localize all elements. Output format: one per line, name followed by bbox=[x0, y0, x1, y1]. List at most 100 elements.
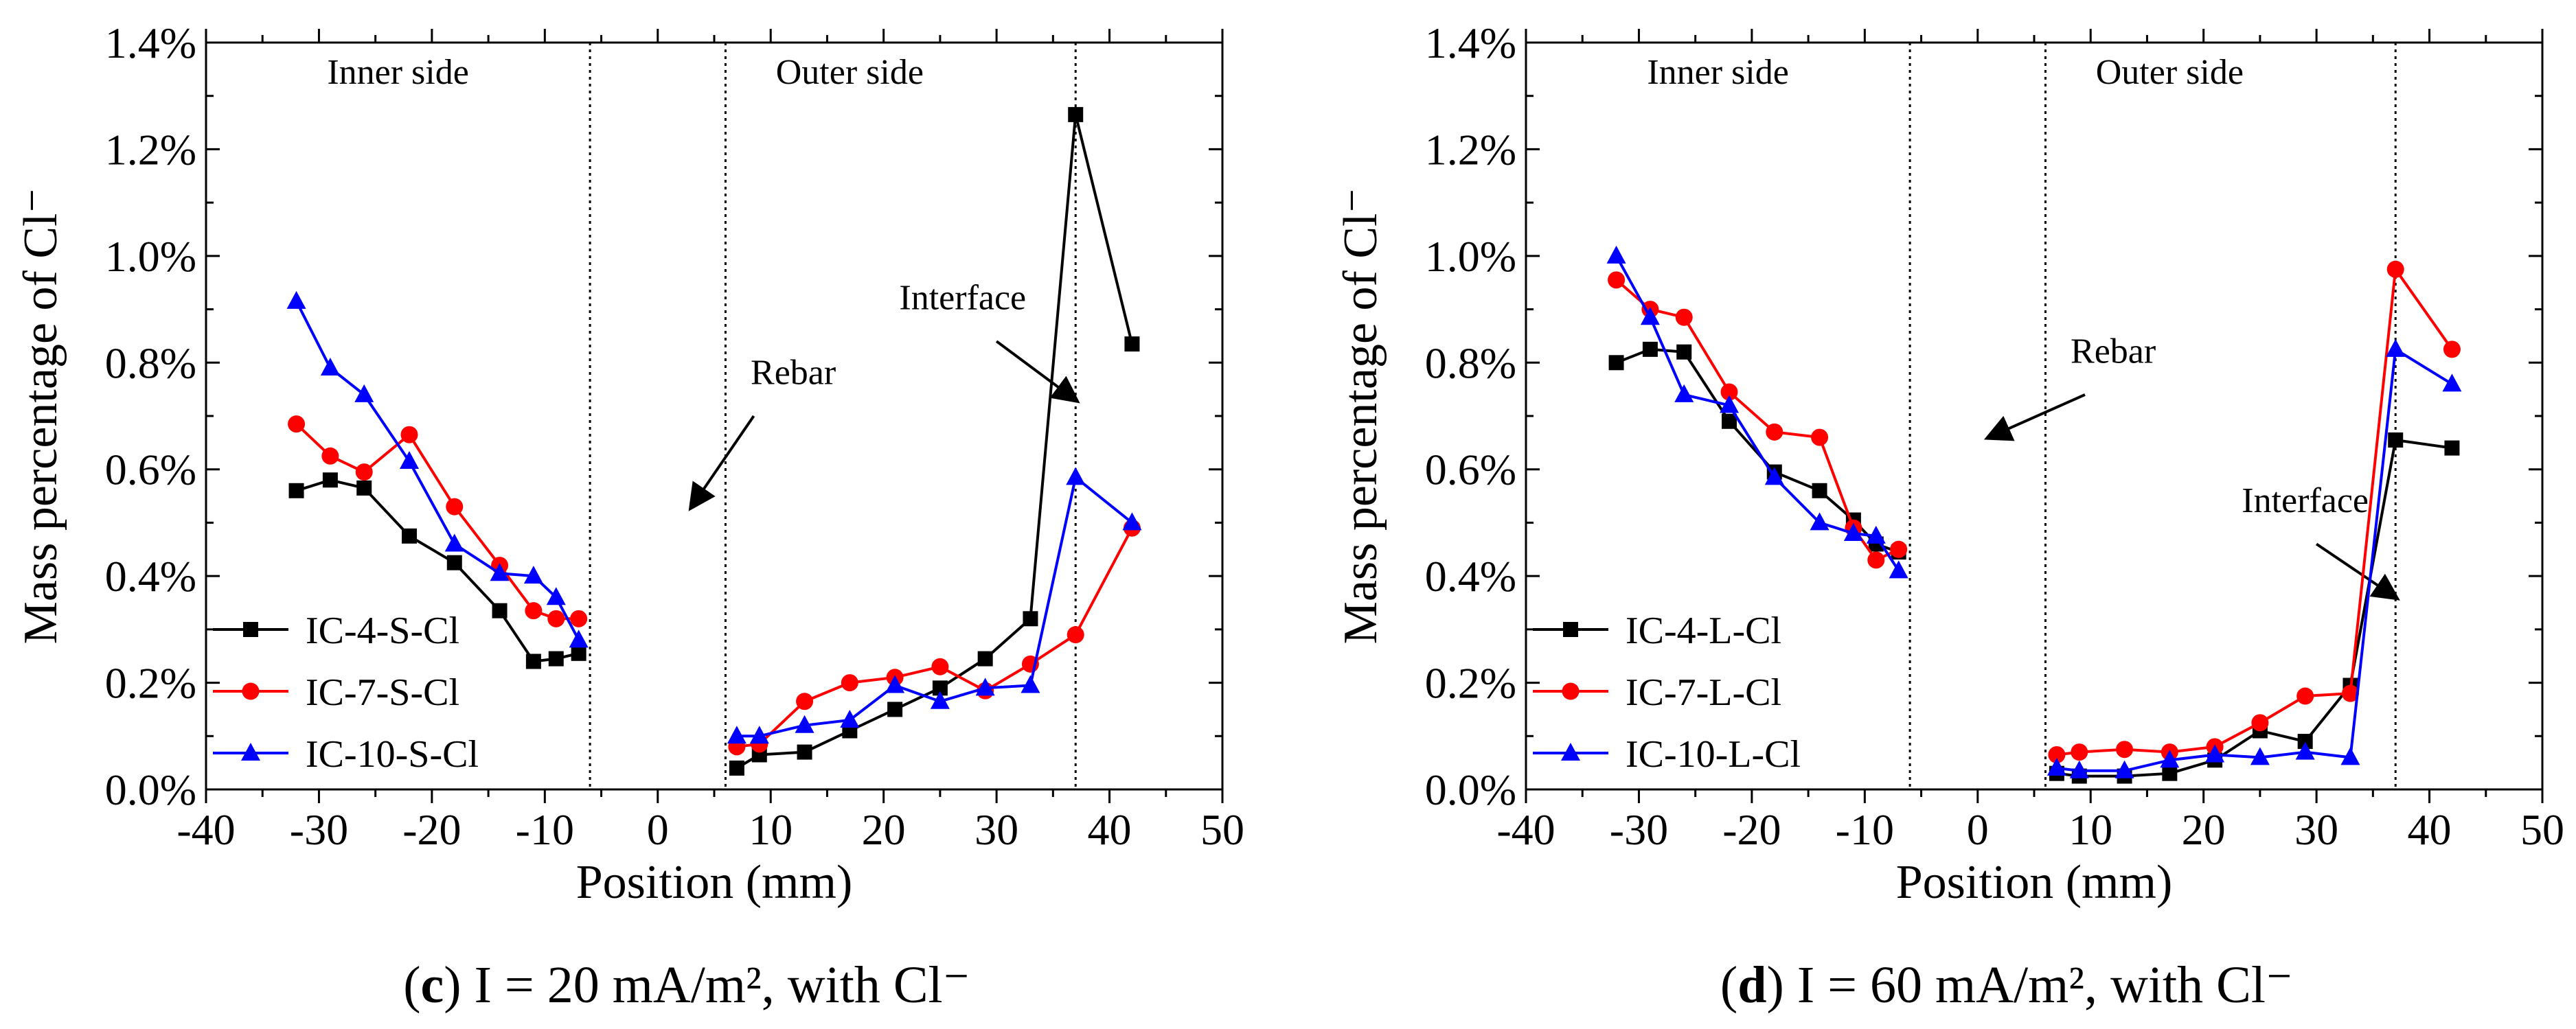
legend-marker bbox=[241, 743, 260, 761]
data-point bbox=[2115, 760, 2134, 778]
x-tick-label: 50 bbox=[1200, 805, 1244, 854]
data-point bbox=[1021, 675, 1040, 693]
legend-marker bbox=[1561, 743, 1580, 761]
data-point bbox=[1867, 551, 1885, 569]
data-point bbox=[1675, 308, 1693, 326]
x-tick-label: -30 bbox=[290, 805, 348, 854]
data-point bbox=[2160, 750, 2180, 768]
data-point bbox=[2442, 373, 2462, 392]
annotation-label: Rebar bbox=[2071, 332, 2156, 371]
data-point bbox=[1843, 522, 1863, 541]
data-point bbox=[975, 678, 995, 696]
caption-paren: ( bbox=[1720, 956, 1737, 1014]
region-label: Inner side bbox=[327, 53, 468, 92]
data-point bbox=[2295, 741, 2315, 760]
data-point bbox=[1606, 245, 1626, 264]
series-IC-10-S-Cl bbox=[286, 290, 1142, 744]
series-line bbox=[736, 474, 1133, 738]
data-point bbox=[1674, 384, 1694, 402]
data-point bbox=[2444, 440, 2460, 456]
y-tick-label: 0.0% bbox=[1425, 765, 1516, 814]
y-tick-label: 1.2% bbox=[1425, 125, 1516, 174]
data-point bbox=[1608, 355, 1624, 371]
data-point bbox=[400, 451, 419, 470]
data-point bbox=[569, 629, 589, 648]
data-point bbox=[887, 702, 903, 717]
region-label: Outer side bbox=[2096, 53, 2244, 92]
data-point bbox=[2116, 741, 2134, 759]
data-point bbox=[492, 603, 508, 618]
x-tick-label: 10 bbox=[749, 805, 793, 854]
data-point bbox=[1067, 626, 1084, 644]
data-point bbox=[931, 658, 949, 675]
data-point bbox=[402, 528, 417, 544]
y-tick-label: 0.2% bbox=[105, 659, 196, 708]
data-point bbox=[2250, 747, 2270, 765]
data-point bbox=[1764, 467, 1784, 485]
y-axis-title: Mass percentage of Cl⁻ bbox=[14, 188, 67, 645]
data-point bbox=[321, 447, 339, 465]
data-point bbox=[2388, 432, 2404, 448]
data-point bbox=[930, 691, 950, 709]
x-tick-label: 20 bbox=[2182, 805, 2226, 854]
data-point bbox=[525, 602, 543, 620]
legend-marker bbox=[243, 622, 258, 637]
data-point bbox=[2386, 338, 2406, 357]
data-point bbox=[1720, 395, 1739, 413]
series-IC-10-L-Cl bbox=[1606, 245, 2462, 778]
chart-panel-c: -40 -30 -20 -10 0 10 20 30 40 50 0.0% 0.2% 0.4% 0.6% 0… bbox=[14, 19, 1244, 1014]
x-tick-label: -40 bbox=[176, 805, 235, 854]
data-point bbox=[2296, 687, 2314, 705]
data-point bbox=[1066, 467, 1086, 485]
data-point bbox=[2386, 260, 2404, 278]
data-point bbox=[490, 563, 510, 581]
data-point bbox=[571, 645, 586, 661]
data-point bbox=[796, 693, 814, 710]
data-point bbox=[727, 726, 746, 744]
data-point bbox=[570, 610, 588, 627]
data-point bbox=[1642, 341, 1658, 357]
x-tick-label: 30 bbox=[974, 805, 1018, 854]
data-point bbox=[355, 463, 373, 481]
legend-label: IC-7-S-Cl bbox=[306, 671, 459, 714]
data-point bbox=[1608, 271, 1626, 289]
annotation-label: Interface bbox=[899, 279, 1026, 318]
series-line bbox=[736, 114, 1134, 770]
caption-paren: ) bbox=[444, 956, 461, 1014]
caption-paren: ( bbox=[403, 956, 420, 1014]
data-point bbox=[320, 358, 340, 376]
y-axis-title: Mass percentage of Cl⁻ bbox=[1334, 188, 1387, 645]
data-point bbox=[523, 566, 543, 584]
y-tick-label: 0.0% bbox=[105, 765, 196, 814]
legend-label: IC-4-L-Cl bbox=[1626, 610, 1781, 652]
data-point bbox=[1810, 512, 1830, 531]
data-point bbox=[444, 533, 464, 552]
data-point bbox=[1766, 423, 1783, 441]
data-point bbox=[354, 384, 374, 402]
data-point bbox=[525, 654, 541, 669]
data-point bbox=[400, 426, 418, 443]
y-tick-label: 0.2% bbox=[1425, 659, 1516, 708]
data-point bbox=[2340, 747, 2360, 765]
x-tick-label: 20 bbox=[862, 805, 906, 854]
legend-label: IC-4-S-Cl bbox=[306, 610, 459, 652]
annotation-arrow bbox=[1983, 393, 2086, 441]
data-point bbox=[1890, 540, 1908, 558]
data-point bbox=[547, 610, 565, 627]
x-tick-label: 10 bbox=[2068, 805, 2112, 854]
data-point bbox=[749, 726, 769, 744]
data-point bbox=[729, 760, 744, 776]
x-axis-title: Position (mm) bbox=[576, 856, 853, 909]
figure-caption: (c) I = 20 mA/m², with Cl⁻ bbox=[403, 956, 970, 1014]
data-point bbox=[1866, 525, 1886, 544]
data-point bbox=[1640, 307, 1660, 325]
y-tick-label: 0.8% bbox=[1425, 338, 1516, 387]
y-tick-label: 0.4% bbox=[1425, 552, 1516, 601]
caption-panel-letter: d bbox=[1737, 956, 1766, 1014]
data-point bbox=[840, 709, 860, 728]
y-tick-label: 0.6% bbox=[1425, 446, 1516, 494]
y-tick-label: 0.4% bbox=[105, 552, 196, 601]
x-tick-label: 30 bbox=[2294, 805, 2338, 854]
figure-caption: (d) I = 60 mA/m², with Cl⁻ bbox=[1720, 956, 2293, 1014]
chart-panel-d: -40 -30 -20 -10 0 10 20 30 40 50 0.0% 0.2% 0.4% 0.6% 0… bbox=[1334, 19, 2564, 1014]
